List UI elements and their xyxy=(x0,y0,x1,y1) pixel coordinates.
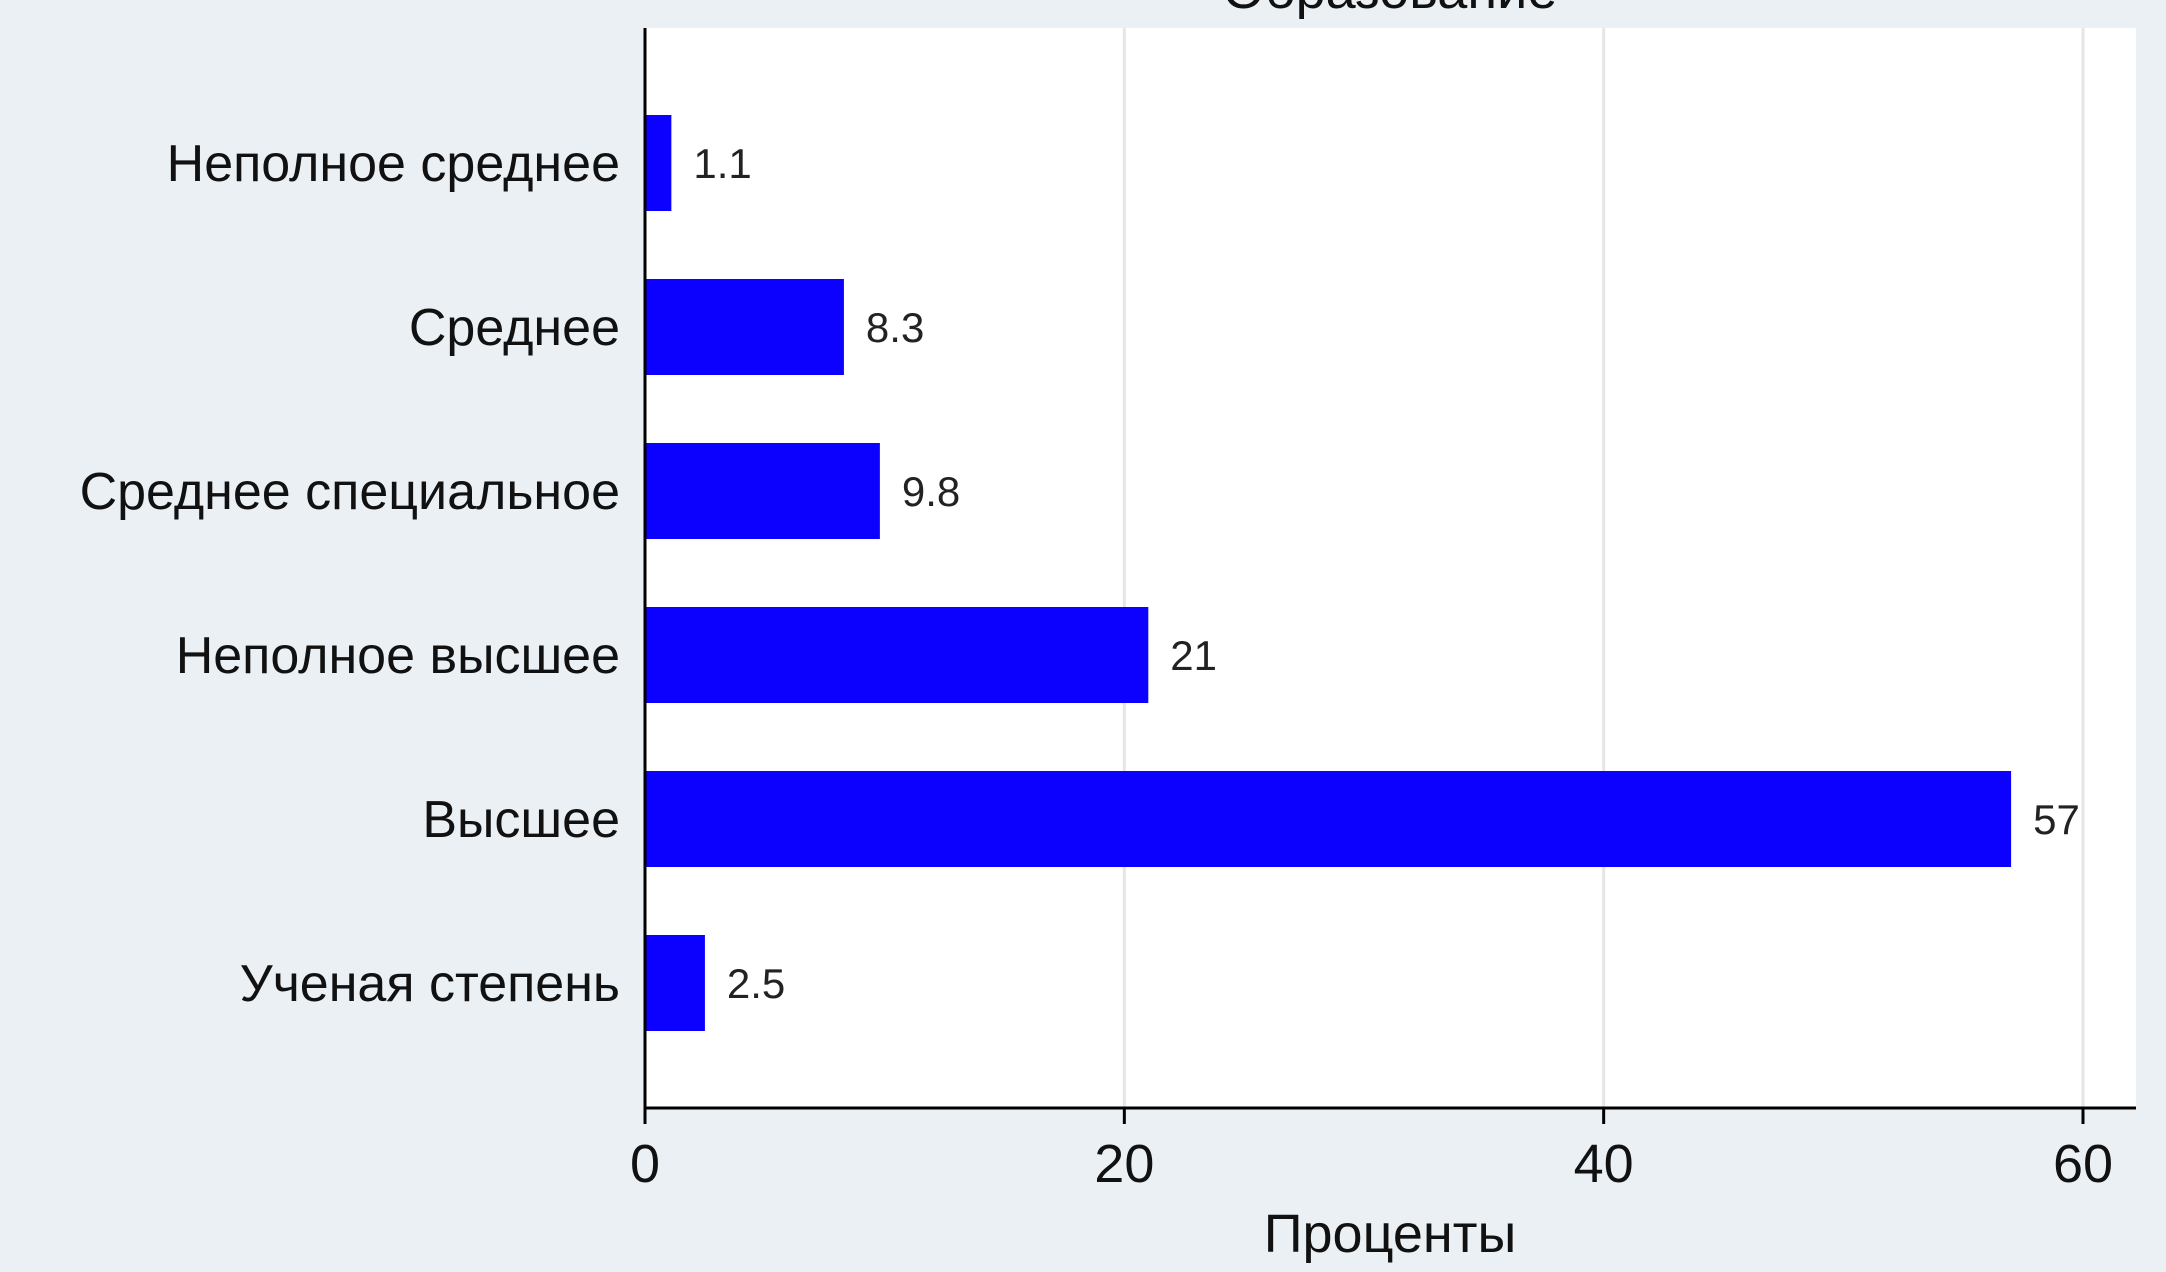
category-label: Высшее xyxy=(422,791,620,849)
chart-title: Образование xyxy=(1223,0,1558,20)
bar xyxy=(645,115,672,211)
plot-area xyxy=(645,28,2136,1108)
category-label: Среднее специальное xyxy=(80,463,620,521)
bar-value-label: 2.5 xyxy=(727,960,785,1007)
gridlines xyxy=(1122,28,2085,1108)
value-labels: 1.1 8.3 9.8 21 57 2.5 xyxy=(693,140,2079,1007)
bar-value-label: 8.3 xyxy=(866,304,924,351)
bars xyxy=(645,115,2012,1031)
bar-value-label: 21 xyxy=(1170,632,1217,679)
bar-value-label: 9.8 xyxy=(902,468,960,515)
category-label: Неполное высшее xyxy=(176,627,620,685)
bar xyxy=(645,771,2012,867)
x-tick-label: 40 xyxy=(1574,1134,1634,1194)
category-label: Неполное среднее xyxy=(167,135,620,193)
bar xyxy=(645,607,1149,703)
category-label: Среднее xyxy=(409,299,620,357)
x-axis-ticks: 0 20 40 60 xyxy=(630,1108,2113,1194)
x-tick-label: 60 xyxy=(2053,1134,2113,1194)
bar-value-label: 1.1 xyxy=(693,140,751,187)
category-label: Ученая степень xyxy=(240,955,620,1013)
bar xyxy=(645,935,705,1031)
bar xyxy=(645,443,880,539)
category-labels: Неполное среднее Среднее Среднее специальн… xyxy=(80,135,620,1013)
bar-value-label: 57 xyxy=(2033,796,2080,843)
x-axis-title: Проценты xyxy=(1264,1204,1517,1264)
x-tick-label: 0 xyxy=(630,1134,660,1194)
bar xyxy=(645,279,844,375)
x-tick-label: 20 xyxy=(1094,1134,1154,1194)
